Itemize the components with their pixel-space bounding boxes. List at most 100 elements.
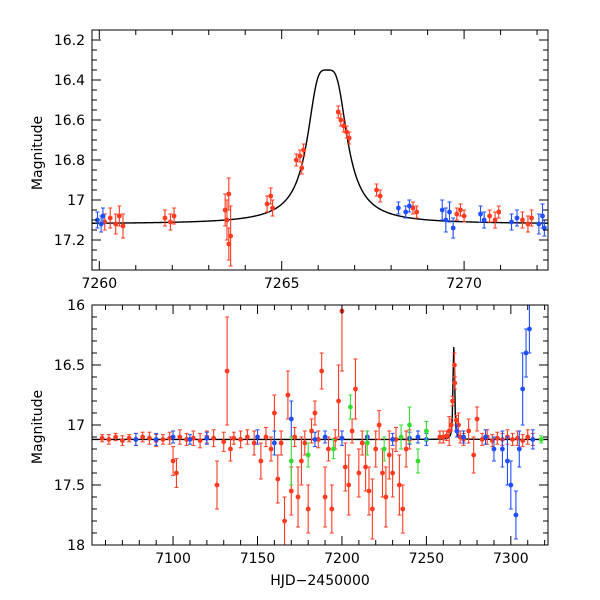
data-point	[133, 432, 139, 446]
data-point	[466, 418, 472, 444]
data-point	[400, 484, 406, 534]
data-point	[228, 205, 234, 267]
data-point	[376, 410, 382, 440]
data-point	[356, 448, 362, 498]
data-point	[305, 484, 311, 534]
data-point	[492, 211, 498, 229]
data-point	[348, 394, 353, 420]
data-point	[390, 432, 396, 446]
data-point	[415, 448, 421, 474]
plot-frame	[91, 304, 549, 546]
data-point	[107, 207, 113, 229]
data-point	[403, 205, 409, 219]
data-point	[439, 199, 445, 221]
data-point	[288, 400, 294, 438]
top-panel-axes: 7260 7265 7270 16.2 16.4 16.6 16.8 17 17.2	[54, 29, 549, 292]
data-point	[369, 478, 375, 540]
data-point	[396, 201, 401, 215]
data-point	[140, 431, 146, 443]
data-point	[424, 420, 429, 442]
data-point	[461, 209, 467, 223]
y-tick-label: 17.5	[54, 478, 85, 494]
x-tick-label: 7100	[155, 551, 191, 567]
data-point	[322, 466, 328, 528]
data-point	[275, 454, 281, 504]
data-point	[525, 215, 531, 233]
data-point	[414, 205, 420, 219]
data-point	[95, 211, 100, 229]
data-point	[349, 418, 355, 444]
x-tick-label: 7270	[446, 276, 482, 292]
data-point	[224, 316, 230, 426]
x-tick-label: 7250	[409, 551, 445, 567]
data-point	[481, 211, 487, 229]
data-point	[272, 430, 277, 456]
bottom-panel-axes: 7100 7150 7200 7250 7300 16 16.5 17 17.5 18	[54, 298, 549, 567]
data-point	[373, 430, 379, 468]
data-point	[204, 431, 210, 445]
data-point	[270, 199, 275, 217]
data-point	[454, 424, 460, 438]
data-point	[336, 364, 341, 438]
data-point	[231, 431, 237, 445]
data-point	[448, 418, 454, 432]
data-point	[278, 430, 284, 456]
data-points-layer	[95, 105, 547, 267]
data-point	[450, 395, 455, 407]
data-point	[331, 438, 336, 460]
data-point	[160, 434, 166, 445]
data-point	[299, 161, 305, 175]
top-panel: 7260 7265 7270 16.2 16.4 16.6 16.8 17 17.2 Magni…	[30, 29, 549, 292]
data-point	[170, 446, 176, 476]
data-point	[364, 430, 370, 456]
data-point	[226, 227, 232, 261]
data-point	[177, 429, 183, 445]
x-tick-label: 7150	[240, 551, 276, 567]
data-point	[474, 406, 480, 432]
data-point	[315, 430, 321, 449]
data-point	[153, 432, 159, 446]
data-point	[339, 430, 345, 446]
model-curve-layer	[92, 69, 549, 224]
data-point	[410, 201, 416, 215]
data-point	[174, 458, 179, 488]
data-point	[386, 430, 392, 480]
data-point	[339, 304, 345, 372]
data-point	[383, 466, 389, 528]
data-point	[120, 213, 126, 239]
data-point	[487, 209, 493, 223]
data-point	[326, 436, 331, 462]
data-point	[403, 430, 409, 468]
data-point	[329, 484, 335, 534]
data-point	[452, 376, 458, 390]
data-point	[120, 435, 125, 446]
data-point	[359, 430, 365, 456]
data-point	[322, 430, 328, 444]
data-point	[527, 304, 532, 354]
model-curve-layer	[92, 346, 548, 441]
data-point	[187, 434, 193, 445]
data-point	[398, 424, 404, 450]
model-curve	[92, 69, 549, 224]
data-point	[99, 434, 105, 443]
data-point	[211, 429, 217, 448]
x-tick-label: 7265	[264, 276, 300, 292]
y-tick-label: 16.2	[54, 33, 85, 49]
data-point	[520, 434, 526, 448]
data-point	[520, 211, 525, 229]
data-point	[302, 430, 308, 456]
data-point	[113, 213, 119, 235]
data-point	[525, 429, 531, 445]
data-point	[228, 436, 233, 462]
data-point	[396, 454, 402, 516]
data-point	[500, 430, 505, 468]
data-point	[450, 217, 456, 239]
data-point	[509, 213, 514, 231]
data-point	[299, 436, 304, 486]
data-point	[272, 394, 277, 432]
data-point	[381, 436, 387, 462]
data-point	[335, 105, 341, 119]
data-point	[251, 430, 257, 456]
data-point	[510, 432, 515, 446]
